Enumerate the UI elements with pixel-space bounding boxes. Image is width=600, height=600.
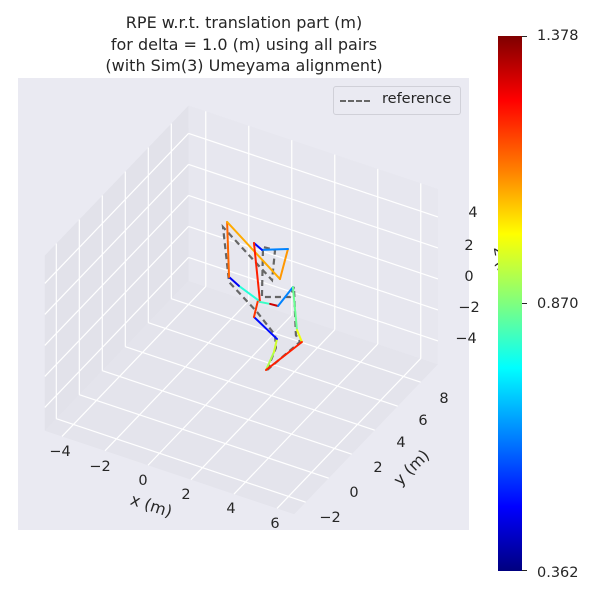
title-line-2: for delta = 1.0 (m) using all pairs: [110, 34, 378, 54]
y-tick-label: 2: [373, 460, 383, 476]
grid-line: [188, 132, 439, 218]
colorbar-min-label: 0.362: [537, 565, 579, 581]
colorbar-mid-label: 0.870: [537, 296, 579, 312]
grid-line: [276, 358, 422, 509]
y-tick-label: 0: [349, 485, 359, 501]
estimate-segment: [278, 247, 289, 281]
estimate-segment: [259, 300, 272, 305]
estimate-segment: [252, 299, 260, 318]
grid-line: [44, 257, 189, 408]
estimate-segment: [277, 286, 294, 307]
estimate-trajectory: [226, 220, 303, 371]
estimate-segment: [252, 242, 263, 251]
estimate-segment: [228, 276, 240, 287]
grid-line: [188, 163, 439, 249]
grid-line: [147, 314, 293, 466]
x-tick-label: 2: [181, 487, 191, 503]
floor-pane: [44, 280, 438, 515]
colorbar: [498, 36, 522, 571]
estimate-segment: [265, 351, 275, 371]
y-tick-label: 6: [418, 413, 428, 429]
estimate-segment: [265, 341, 303, 371]
estimate-segment: [252, 242, 261, 303]
grid-line: [102, 370, 352, 455]
grid-lines: [44, 111, 439, 509]
estimate-segment: [237, 284, 260, 302]
z-tick-label: −4: [455, 331, 477, 347]
z-tick-label: 0: [464, 269, 474, 285]
grid-line: [188, 194, 439, 280]
colorbar-max-label: 1.378: [537, 28, 579, 44]
axes-panes: [44, 105, 438, 515]
estimate-segment: [252, 315, 278, 340]
y-tick-label: −2: [319, 510, 341, 526]
x-tick-label: 6: [270, 516, 280, 532]
x-tick-label: −2: [89, 459, 111, 475]
grid-line: [61, 286, 207, 437]
estimate-segment: [295, 328, 303, 344]
estimate-segment: [226, 220, 231, 279]
grid-line: [190, 329, 336, 481]
y-tick-label: 8: [439, 391, 449, 407]
estimate-segment: [260, 247, 289, 251]
title-line-1: RPE w.r.t. translation part (m): [125, 13, 363, 32]
estimate-segment: [291, 286, 298, 331]
grid-line: [79, 394, 329, 479]
estimate-segment: [272, 337, 278, 354]
grid-line: [188, 256, 439, 342]
colorbar-tick: [522, 36, 527, 37]
x-tick-label: 4: [226, 501, 236, 517]
legend-dashed-line-icon: [340, 100, 370, 102]
grid-line: [104, 300, 250, 452]
estimate-segment: [269, 302, 280, 307]
grid-line: [56, 418, 306, 503]
legend-label-reference: reference: [382, 91, 452, 107]
legend: reference: [333, 86, 461, 115]
grid-line: [171, 298, 421, 383]
grid-line: [44, 226, 189, 377]
chart-title: RPE w.r.t. translation part (m) for delt…: [0, 12, 488, 77]
grid-line: [125, 346, 375, 431]
z-tick-label: 2: [464, 238, 474, 254]
x-tick-label: −4: [49, 444, 71, 460]
grid-line: [188, 225, 439, 311]
grid-line: [44, 133, 189, 284]
title-line-3: (with Sim(3) Umeyama alignment): [105, 56, 383, 75]
x-tick-label: 0: [138, 473, 148, 489]
y-tick-label: 4: [396, 435, 406, 451]
left-pane: [44, 105, 189, 431]
grid-line: [233, 343, 379, 495]
z-tick-label: 4: [468, 205, 478, 221]
back-pane: [188, 105, 438, 365]
colorbar-tick: [522, 303, 527, 304]
estimate-segment: [226, 220, 281, 281]
grid-line: [44, 164, 189, 315]
z-tick-label: −2: [458, 300, 480, 316]
colorbar-tick: [522, 570, 527, 571]
grid-line: [44, 195, 189, 346]
